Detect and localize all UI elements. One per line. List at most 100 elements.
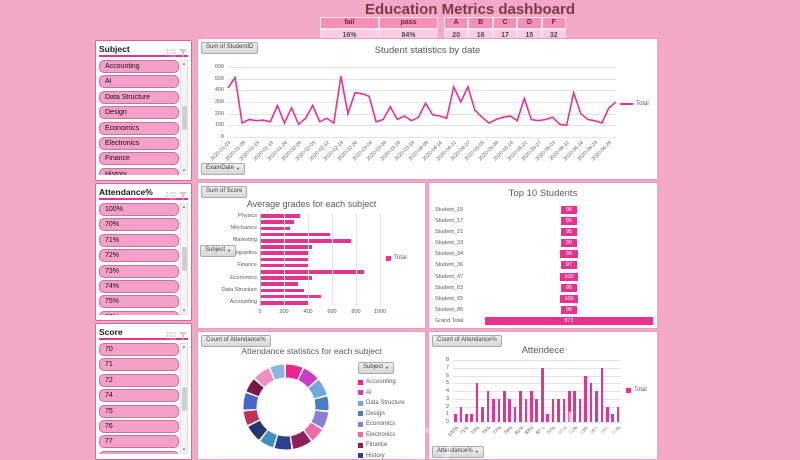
bar (519, 391, 522, 422)
pivot-field-button-attendance2[interactable]: Count of Attendance% (432, 335, 502, 347)
slicer-item[interactable]: 78 (99, 450, 179, 454)
clear-filter-icon[interactable] (178, 188, 188, 201)
slicer-item[interactable]: 76% (99, 310, 179, 315)
slicer-item[interactable]: 71 (99, 358, 179, 372)
multi-select-icon[interactable] (166, 188, 176, 199)
gridline (453, 375, 621, 377)
top10-students-panel: Top 10 Students Student_15 95 Student_17 96… (428, 182, 658, 329)
bar (611, 414, 614, 422)
funnel-bar: 96 (560, 217, 578, 226)
slicer-item[interactable]: Finance (99, 152, 179, 166)
donut-segment (243, 364, 329, 450)
y-axis-label: 1 (445, 411, 449, 418)
bar (260, 270, 365, 274)
category-label: Student_15 (435, 207, 464, 213)
y-axis-label: 100 (214, 122, 224, 129)
slicer-item[interactable]: 70% (99, 218, 179, 232)
gridline (284, 213, 285, 306)
axis-field-button-subject[interactable]: Subject ▼ (200, 245, 236, 257)
funnel-row: Student_17 96 (429, 216, 657, 227)
multi-select-icon[interactable] (166, 45, 176, 56)
slicer-item[interactable]: Design (99, 106, 179, 120)
slicer-header: Subject (99, 43, 188, 58)
data-label: 100 (564, 295, 574, 302)
category-label: Economics (230, 274, 257, 281)
donut-segment (243, 364, 329, 450)
slicer-item[interactable]: 71% (99, 233, 179, 247)
clear-filter-icon[interactable] (178, 328, 188, 341)
slicer-item[interactable]: AI (99, 75, 179, 89)
slicer-item[interactable]: 76 (99, 419, 179, 433)
slicer-item[interactable]: 74% (99, 279, 179, 293)
slicer-item[interactable]: 75 (99, 404, 179, 418)
scroll-down-icon[interactable]: ▼ (181, 447, 187, 452)
slicer-scrollbar[interactable]: ▲ ▼ (180, 60, 188, 175)
scroll-up-icon[interactable]: ▲ (181, 344, 187, 349)
slicer-item[interactable]: Accounting (99, 60, 179, 73)
slicer-item[interactable]: 72 (99, 373, 179, 387)
x-axis-label: 200 (279, 309, 289, 315)
bar (481, 406, 484, 422)
line-chart-panel: Sum of StudentID Student statistics by d… (197, 38, 658, 180)
slicer-title: Score (99, 327, 123, 337)
slicer-item[interactable]: Data Structure (99, 90, 179, 104)
slicer-scrollbar[interactable]: ▲ ▼ (180, 203, 188, 315)
scroll-down-icon[interactable]: ▼ (181, 168, 187, 173)
slicer-item[interactable]: 72% (99, 249, 179, 263)
gridline (332, 213, 333, 306)
category-label: Marketing (232, 237, 257, 244)
multi-select-icon[interactable] (166, 328, 176, 339)
slicer-item[interactable]: 100% (99, 203, 179, 216)
slicer-body: Accounting AI Data Structure Design Economic… (99, 60, 188, 175)
pivot-field-button-studentid[interactable]: Sum of StudentID (201, 42, 259, 54)
scroll-up-icon[interactable]: ▲ (181, 61, 187, 66)
data-label: 96 (565, 240, 573, 247)
scroll-up-icon[interactable]: ▲ (181, 204, 187, 209)
y-axis-label: 2 (445, 403, 449, 410)
gridline (260, 213, 261, 306)
scroll-thumb[interactable] (181, 386, 187, 411)
slicer-body: 100%70%71%72%73%74%75%76%77% ▲ ▼ (99, 203, 188, 315)
bar (470, 414, 474, 422)
legend-field-button-subject[interactable]: Subject ▼ (358, 362, 394, 374)
slicer-scrollbar[interactable]: ▲ ▼ (180, 343, 188, 454)
slicer-item[interactable]: 75% (99, 295, 179, 309)
legend-swatch (386, 255, 391, 261)
scroll-thumb[interactable] (181, 105, 187, 130)
x-axis-label: 600 (327, 309, 337, 315)
data-label: 98 (565, 306, 573, 313)
slicer-item[interactable]: Economics (99, 121, 179, 135)
legend-label: Data Structure (366, 400, 405, 407)
slicer-item[interactable]: Electronics (99, 136, 179, 150)
funnel-bar: 95 (560, 283, 578, 292)
axis-field-button-examdate[interactable]: ExamDate ▼ (201, 163, 245, 175)
x-axis-label: 1000 (373, 309, 387, 315)
slicer-item[interactable]: 77 (99, 435, 179, 449)
y-axis-label: 8 (445, 357, 449, 363)
attendance-donut-panel: Count of Attendance% Attendance statisti… (197, 331, 426, 460)
funnel-bar: 96 (560, 239, 578, 248)
y-axis-label: 0 (220, 134, 224, 140)
bar (589, 383, 593, 422)
legend-item: AI (358, 388, 414, 399)
funnel-bar: 100 (560, 294, 578, 303)
category-label: Accounting (229, 299, 257, 306)
legend: Total (620, 101, 649, 107)
gridline (228, 67, 616, 68)
slicer-item[interactable]: 70 (99, 343, 179, 356)
category-label: Finance (237, 262, 257, 269)
pivot-field-button-attendance[interactable]: Count of Attendance% (201, 335, 271, 347)
legend-item: Accounting (358, 377, 414, 388)
scroll-thumb[interactable] (181, 247, 187, 271)
clear-filter-icon[interactable] (178, 45, 188, 58)
slicer-item[interactable]: 74 (99, 389, 179, 403)
slicer-item[interactable]: 73% (99, 264, 179, 278)
legend-item: Design (358, 409, 414, 420)
slicer-item[interactable]: History (99, 167, 179, 175)
pivot-field-button-label: Count of Attendance% (437, 337, 497, 343)
scroll-down-icon[interactable]: ▼ (181, 308, 187, 313)
pivot-field-button-label: Sum of Score (206, 188, 243, 194)
legend-label: Total (636, 101, 649, 107)
pivot-field-button-score[interactable]: Sum of Score (201, 186, 248, 198)
